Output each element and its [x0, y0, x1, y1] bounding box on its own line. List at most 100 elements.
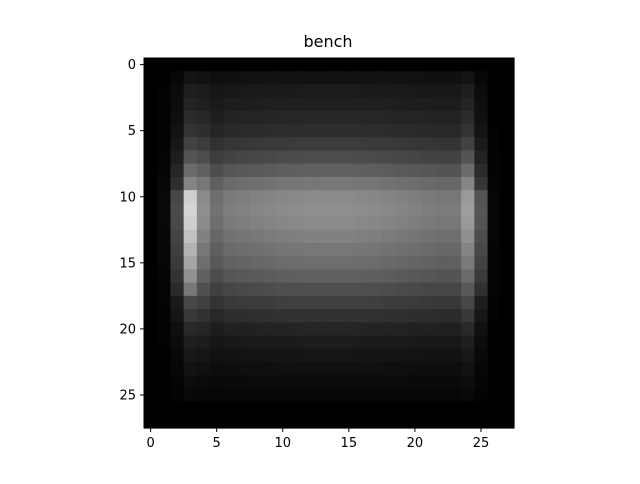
heatmap-cell	[487, 124, 502, 138]
heatmap-cell	[223, 256, 238, 271]
heatmap-cell	[183, 414, 198, 429]
heatmap-cell	[289, 150, 304, 165]
heatmap-cell	[434, 124, 449, 138]
heatmap-cell	[144, 388, 158, 403]
heatmap-cell	[249, 216, 264, 231]
heatmap-cell	[474, 97, 489, 112]
heatmap-cell	[223, 269, 238, 284]
heatmap-cell	[210, 309, 224, 323]
heatmap-cell	[408, 309, 423, 323]
heatmap-cell	[249, 282, 264, 297]
heatmap-cell	[355, 375, 370, 389]
heatmap-cell	[262, 124, 277, 138]
heatmap-cell	[395, 269, 409, 284]
heatmap-cell	[249, 335, 264, 350]
heatmap-cell	[289, 176, 304, 191]
x-tick-label: 20	[407, 436, 424, 451]
heatmap-cell	[210, 348, 224, 363]
heatmap-cell	[368, 124, 383, 138]
heatmap-cell	[157, 348, 172, 363]
heatmap-cell	[236, 203, 251, 218]
heatmap-cell	[249, 97, 264, 112]
heatmap-cell	[368, 216, 383, 231]
heatmap-cell	[342, 163, 357, 178]
heatmap-cell	[276, 137, 290, 152]
heatmap-cell	[329, 335, 343, 350]
heatmap-cell	[447, 401, 462, 416]
heatmap-cell	[355, 110, 370, 125]
heatmap-cell	[434, 348, 449, 363]
heatmap-cell	[434, 97, 449, 112]
heatmap-cell	[329, 137, 343, 152]
heatmap-cell	[500, 97, 515, 112]
heatmap-cell	[368, 203, 383, 218]
heatmap-cell	[302, 216, 317, 231]
heatmap-cell	[342, 84, 357, 99]
heatmap-cell	[183, 58, 198, 72]
heatmap-cell	[395, 295, 409, 310]
heatmap-cell	[329, 414, 343, 429]
heatmap-cell	[210, 97, 224, 112]
heatmap-cell	[210, 335, 224, 350]
heatmap-cell	[249, 256, 264, 271]
heatmap-cell	[381, 150, 396, 165]
heatmap-cell	[368, 71, 383, 86]
heatmap-cell	[408, 216, 423, 231]
heatmap-cell	[461, 203, 475, 218]
heatmap-cell	[236, 375, 251, 389]
heatmap-cell	[500, 124, 515, 138]
heatmap-cell	[236, 137, 251, 152]
heatmap-cell	[302, 71, 317, 86]
heatmap-cell	[262, 256, 277, 271]
heatmap-cell	[223, 309, 238, 323]
heatmap-cell	[302, 401, 317, 416]
heatmap-cell	[381, 269, 396, 284]
heatmap-cell	[447, 348, 462, 363]
heatmap-cell	[262, 401, 277, 416]
heatmap-cell	[289, 216, 304, 231]
heatmap-cell	[302, 124, 317, 138]
heatmap-cell	[289, 190, 304, 204]
heatmap-cell	[183, 361, 198, 376]
heatmap-cell	[461, 243, 475, 257]
heatmap-cell	[249, 110, 264, 125]
heatmap-cell	[461, 176, 475, 191]
heatmap-cell	[381, 58, 396, 72]
heatmap-cell	[157, 243, 172, 257]
heatmap-cell	[262, 388, 277, 403]
heatmap-cell	[395, 401, 409, 416]
heatmap-cell	[223, 203, 238, 218]
heatmap-cell	[236, 309, 251, 323]
heatmap-cell	[500, 414, 515, 429]
heatmap-cell	[487, 309, 502, 323]
heatmap-cell	[144, 361, 158, 376]
heatmap-cell	[500, 203, 515, 218]
heatmap-cell	[461, 295, 475, 310]
heatmap-cell	[474, 309, 489, 323]
heatmap-cell	[368, 58, 383, 72]
heatmap-cell	[157, 361, 172, 376]
heatmap-cell	[289, 110, 304, 125]
heatmap-cell	[500, 375, 515, 389]
heatmap-cell	[196, 282, 211, 297]
heatmap-cell	[157, 388, 172, 403]
heatmap-cell	[329, 58, 343, 72]
heatmap-cell	[302, 375, 317, 389]
heatmap-cell	[249, 137, 264, 152]
heatmap-cell	[474, 256, 489, 271]
heatmap-cell	[210, 58, 224, 72]
heatmap-cell	[408, 256, 423, 271]
heatmap-cell	[447, 124, 462, 138]
heatmap-cell	[315, 150, 330, 165]
heatmap-cell	[144, 150, 158, 165]
heatmap-cell	[421, 269, 436, 284]
heatmap-cell	[434, 176, 449, 191]
y-axis: 0 5 10 15 20 25	[119, 58, 144, 403]
heatmap-cell	[315, 190, 330, 204]
heatmap-cell	[461, 388, 475, 403]
heatmap-cell	[500, 216, 515, 231]
heatmap-cell	[408, 375, 423, 389]
heatmap-cell	[447, 71, 462, 86]
heatmap-cell	[329, 401, 343, 416]
heatmap-cell	[447, 229, 462, 244]
